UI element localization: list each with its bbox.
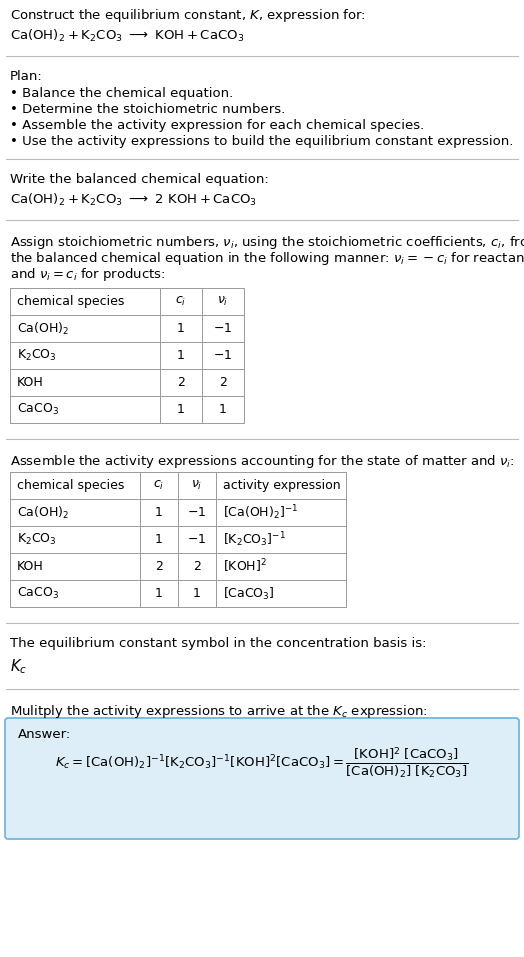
Text: Plan:: Plan: bbox=[10, 70, 43, 83]
Text: chemical species: chemical species bbox=[17, 479, 124, 492]
Text: 2: 2 bbox=[177, 376, 185, 389]
Text: 1: 1 bbox=[193, 587, 201, 600]
Text: 1: 1 bbox=[155, 506, 163, 519]
Text: • Balance the chemical equation.: • Balance the chemical equation. bbox=[10, 87, 233, 100]
Text: $\mathrm{K_2CO_3}$: $\mathrm{K_2CO_3}$ bbox=[17, 532, 57, 547]
Text: $c_i$: $c_i$ bbox=[176, 295, 187, 308]
Text: The equilibrium constant symbol in the concentration basis is:: The equilibrium constant symbol in the c… bbox=[10, 637, 427, 650]
Text: $\nu_i$: $\nu_i$ bbox=[217, 295, 228, 308]
Text: $[\mathrm{KOH}]^{2}$: $[\mathrm{KOH}]^{2}$ bbox=[223, 558, 267, 575]
Text: KOH: KOH bbox=[17, 560, 43, 573]
Text: 2: 2 bbox=[219, 376, 227, 389]
Text: $\mathrm{CaCO_3}$: $\mathrm{CaCO_3}$ bbox=[17, 586, 59, 601]
Text: $\mathrm{Ca(OH)_2 + K_2CO_3 \ \longrightarrow \ 2 \ KOH + CaCO_3}$: $\mathrm{Ca(OH)_2 + K_2CO_3 \ \longright… bbox=[10, 192, 257, 208]
Text: $-1$: $-1$ bbox=[213, 349, 233, 362]
Text: 1: 1 bbox=[177, 322, 185, 335]
Text: $[\mathrm{Ca(OH)_2}]^{-1}$: $[\mathrm{Ca(OH)_2}]^{-1}$ bbox=[223, 503, 298, 522]
Text: • Assemble the activity expression for each chemical species.: • Assemble the activity expression for e… bbox=[10, 119, 424, 132]
Text: $\mathrm{Ca(OH)_2}$: $\mathrm{Ca(OH)_2}$ bbox=[17, 321, 69, 337]
Text: and $\nu_i = c_i$ for products:: and $\nu_i = c_i$ for products: bbox=[10, 266, 166, 283]
Bar bbox=[10, 472, 346, 607]
Text: $-1$: $-1$ bbox=[213, 322, 233, 335]
FancyBboxPatch shape bbox=[5, 718, 519, 839]
Text: $K_c = [\mathrm{Ca(OH)_2}]^{-1} [\mathrm{K_2CO_3}]^{-1} [\mathrm{KOH}]^{2} [\mat: $K_c = [\mathrm{Ca(OH)_2}]^{-1} [\mathrm… bbox=[56, 746, 468, 781]
Text: $\mathrm{K_2CO_3}$: $\mathrm{K_2CO_3}$ bbox=[17, 348, 57, 363]
Text: activity expression: activity expression bbox=[223, 479, 341, 492]
Text: $\mathrm{CaCO_3}$: $\mathrm{CaCO_3}$ bbox=[17, 402, 59, 417]
Text: $\mathrm{Ca(OH)_2}$: $\mathrm{Ca(OH)_2}$ bbox=[17, 504, 69, 521]
Bar bbox=[10, 288, 244, 423]
Text: chemical species: chemical species bbox=[17, 295, 124, 308]
Text: Construct the equilibrium constant, $K$, expression for:: Construct the equilibrium constant, $K$,… bbox=[10, 7, 366, 24]
Text: $c_i$: $c_i$ bbox=[154, 478, 165, 492]
Text: Assign stoichiometric numbers, $\nu_i$, using the stoichiometric coefficients, $: Assign stoichiometric numbers, $\nu_i$, … bbox=[10, 234, 524, 251]
Text: $[\mathrm{K_2CO_3}]^{-1}$: $[\mathrm{K_2CO_3}]^{-1}$ bbox=[223, 530, 286, 549]
Text: $-1$: $-1$ bbox=[188, 506, 206, 519]
Text: the balanced chemical equation in the following manner: $\nu_i = -c_i$ for react: the balanced chemical equation in the fo… bbox=[10, 250, 524, 267]
Text: 1: 1 bbox=[155, 533, 163, 546]
Text: $-1$: $-1$ bbox=[188, 533, 206, 546]
Text: 1: 1 bbox=[177, 349, 185, 362]
Text: Answer:: Answer: bbox=[18, 728, 71, 741]
Text: Mulitply the activity expressions to arrive at the $K_c$ expression:: Mulitply the activity expressions to arr… bbox=[10, 703, 428, 720]
Text: • Use the activity expressions to build the equilibrium constant expression.: • Use the activity expressions to build … bbox=[10, 135, 514, 148]
Text: 2: 2 bbox=[155, 560, 163, 573]
Text: 1: 1 bbox=[155, 587, 163, 600]
Text: 1: 1 bbox=[219, 403, 227, 416]
Text: Write the balanced chemical equation:: Write the balanced chemical equation: bbox=[10, 173, 269, 186]
Text: • Determine the stoichiometric numbers.: • Determine the stoichiometric numbers. bbox=[10, 103, 285, 116]
Text: $K_c$: $K_c$ bbox=[10, 657, 27, 676]
Text: $\nu_i$: $\nu_i$ bbox=[191, 478, 203, 492]
Text: $[\mathrm{CaCO_3}]$: $[\mathrm{CaCO_3}]$ bbox=[223, 586, 275, 602]
Text: 1: 1 bbox=[177, 403, 185, 416]
Text: $\mathrm{Ca(OH)_2 + K_2CO_3 \ \longrightarrow \ KOH + CaCO_3}$: $\mathrm{Ca(OH)_2 + K_2CO_3 \ \longright… bbox=[10, 28, 244, 44]
Text: KOH: KOH bbox=[17, 376, 43, 389]
Text: Assemble the activity expressions accounting for the state of matter and $\nu_i$: Assemble the activity expressions accoun… bbox=[10, 453, 515, 470]
Text: 2: 2 bbox=[193, 560, 201, 573]
